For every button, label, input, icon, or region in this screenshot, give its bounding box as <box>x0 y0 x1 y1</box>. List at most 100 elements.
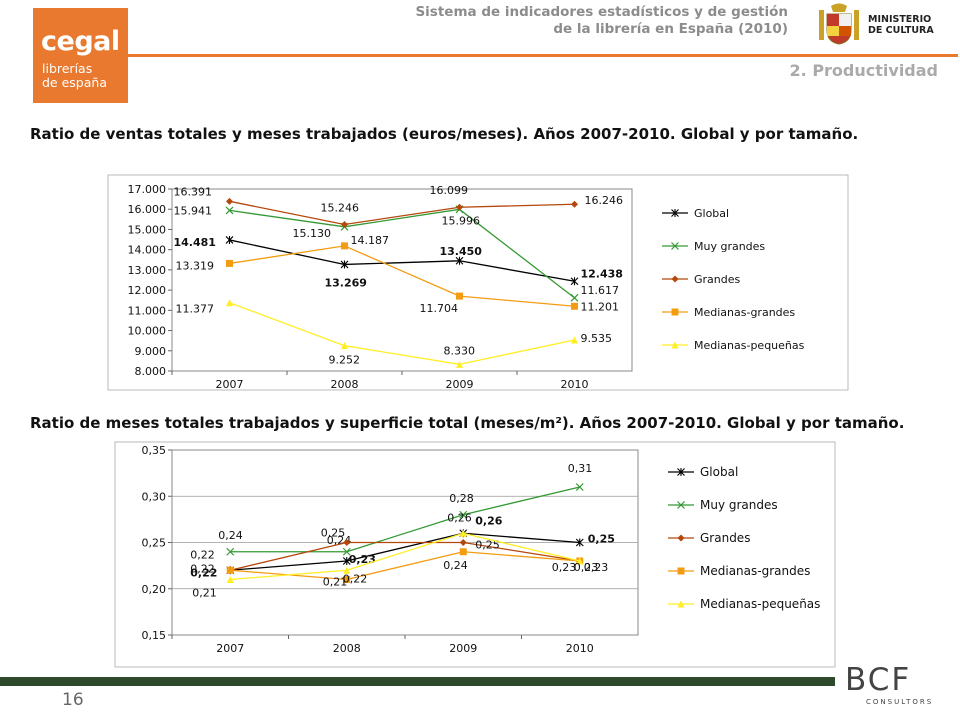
chart1-legend-marker <box>671 209 679 217</box>
footer-bar <box>0 677 835 686</box>
chart2-point-1-1 <box>342 547 351 556</box>
chart1-ytick-label: 12.000 <box>128 284 167 297</box>
chart1-ytick-label: 15.000 <box>128 223 167 236</box>
bcf-logo: BCF <box>845 662 912 698</box>
chart1-legend-label: Grandes <box>694 273 741 286</box>
chart1-chart-border <box>107 174 849 391</box>
chart2-ytick-label: 0,20 <box>142 583 167 596</box>
chart1-data-label: 13.269 <box>325 276 367 289</box>
chart1-data-label: 15.941 <box>174 204 213 217</box>
chart2-data-label: 0,31 <box>568 462 593 475</box>
chart2-legend-label: Grandes <box>700 531 750 545</box>
chart1-point-2-0 <box>226 197 233 205</box>
spain-crest-icon <box>819 3 859 45</box>
chart2-point-2-1 <box>343 539 351 546</box>
chart1-data-label: 15.130 <box>293 227 332 240</box>
chart2-data-label: 0,21 <box>192 587 217 600</box>
chart2-data-label: 0,26 <box>475 514 502 527</box>
chart2-title-text: Ratio de meses totales trabajados y supe… <box>30 414 905 432</box>
chart2-ytick-label: 0,15 <box>142 629 167 642</box>
chart2-data-label: 0,22 <box>190 548 215 561</box>
chart2-legend-marker <box>677 468 685 476</box>
ministry-name: MINISTERIO DE CULTURA <box>868 14 934 36</box>
logo-line-1: cegal <box>41 26 120 57</box>
chart2-data-label: 0,21 <box>323 576 348 589</box>
chart1-point-1-0 <box>225 206 234 215</box>
chart1-group: 8.000 9.000 10.000 11.000 12.000 13.000 14.000… <box>107 174 849 391</box>
chart2-data-label: 0,23 <box>552 561 577 574</box>
chart1-xtick-label: 2007 <box>216 378 244 391</box>
chart2-point-3-1 <box>343 576 351 583</box>
chart1-ytick-label: 14.000 <box>128 244 167 257</box>
chart1-data-label: 14.187 <box>351 234 390 247</box>
ministry-crest <box>815 2 863 54</box>
chart1-data-label: 9.252 <box>329 354 361 367</box>
chart1-data-label: 14.481 <box>174 236 216 249</box>
chart2-title: Ratio de meses totales trabajados y supe… <box>30 414 904 432</box>
chart1-data-label: 16.391 <box>174 185 213 198</box>
chart2-chart-border <box>114 441 836 668</box>
chart1-point-3-3 <box>571 302 578 310</box>
chart1-series-line-0 <box>229 239 575 282</box>
chart2-legend-label: Medianas-grandes <box>700 564 810 578</box>
chart1-point-4-1 <box>341 342 348 350</box>
chart2-legend-label: Global <box>700 465 738 479</box>
chart2-point-3-0 <box>226 566 234 574</box>
chart1-data-label: 16.246 <box>585 194 624 207</box>
header-line-2: de la librería en España (2010) <box>553 21 788 37</box>
chart1-xtick-label: 2010 <box>561 378 589 391</box>
logo-line-3: de españa <box>42 75 107 90</box>
chart2-group: 0,15 0,20 0,25 0,30 0,35 2007 2008 2009 2010 0,22… <box>114 441 836 668</box>
page-number: 16 <box>62 690 84 710</box>
chart1-legend-marker <box>671 275 679 283</box>
logo-lines-2-3: librerías de españa <box>42 62 107 90</box>
chart1-point-0-1 <box>340 260 349 269</box>
chart2-data-label: 0,22 <box>190 566 217 579</box>
chart2-ytick-label: 0,25 <box>142 537 167 550</box>
report-header: Sistema de indicadores estadísticos y de… <box>415 4 788 38</box>
chart1-legend-marker <box>671 242 679 250</box>
ministry-line-1: MINISTERIO <box>868 14 932 25</box>
chart1-legend-label: Medianas-grandes <box>694 306 795 319</box>
ministry-line-2: DE CULTURA <box>868 25 934 36</box>
chart2-point-4-1 <box>343 566 351 574</box>
chart1-series-line-1 <box>229 208 575 299</box>
chart2-series-line-4 <box>230 532 580 581</box>
chart1-legend-marker <box>671 341 679 349</box>
chart2-point-4-0 <box>226 576 234 583</box>
chart2-series-line-1 <box>230 486 580 553</box>
header-divider <box>128 54 958 57</box>
chart2-legend-marker <box>677 501 685 509</box>
chart1-data-label: 11.201 <box>581 300 620 313</box>
chart2-series-line-0 <box>230 532 580 571</box>
chart1-point-4-3 <box>571 336 578 344</box>
chart1-point-3-2 <box>456 292 463 300</box>
chart2-point-1-3 <box>575 483 584 491</box>
chart2-point-0-3 <box>575 538 584 547</box>
chart2-data-label: 0,25 <box>475 539 500 552</box>
chart2-ytick-label: 0,35 <box>142 444 167 457</box>
bcf-logo-subtitle: CONSULTORS <box>866 698 934 706</box>
chart2-point-0-0 <box>226 566 235 575</box>
chart2-data-label: 0,28 <box>449 492 474 505</box>
chart2-point-1-0 <box>226 547 235 556</box>
chart2-data-label: 0,25 <box>588 533 615 546</box>
chart2-legend-marker <box>677 600 685 608</box>
chart1-point-2-3 <box>571 200 578 208</box>
logo-line-2: librerías <box>42 61 93 76</box>
chart2-point-2-3 <box>576 557 584 565</box>
cegal-logo: cegal librerías de españa <box>33 8 128 103</box>
chart2-data-label: 0,23 <box>574 561 599 574</box>
chart1-title: Ratio de ventas totales y meses trabajad… <box>30 125 859 143</box>
chart2-data-label: 0,24 <box>218 529 243 542</box>
chart2-point-3-3 <box>576 557 584 565</box>
chart1-data-label: 12.438 <box>581 267 623 280</box>
chart2-legend-marker <box>677 567 685 575</box>
chart2-data-label: 0,23 <box>584 561 609 574</box>
chart1-series-line-3 <box>229 245 575 307</box>
chart1-series-line-4 <box>229 302 575 365</box>
chart1-ytick-label: 11.000 <box>128 304 167 317</box>
chart2-legend-label: Muy grandes <box>700 498 778 512</box>
chart1-legend-label: Global <box>694 207 729 220</box>
